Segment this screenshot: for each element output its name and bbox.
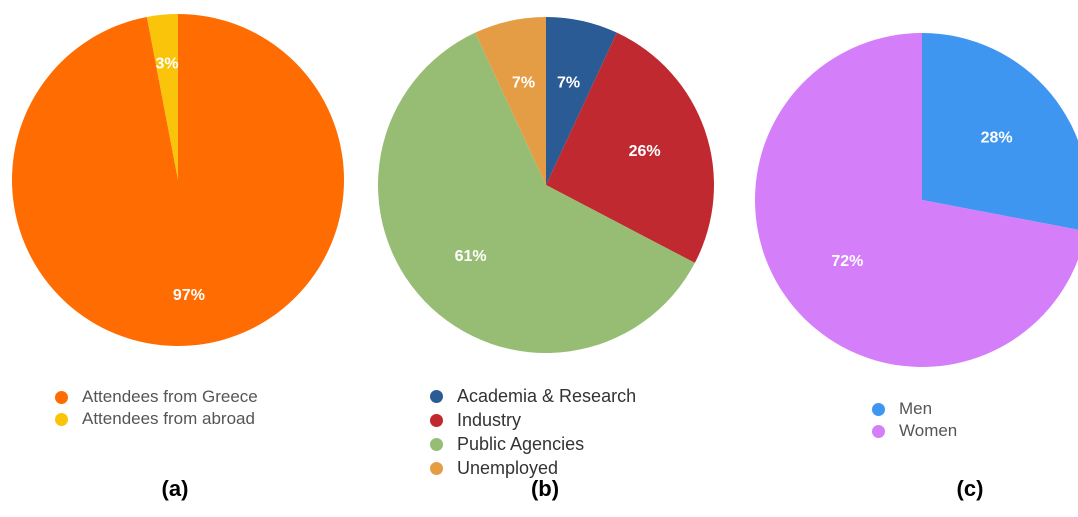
- slice-label-women: 72%: [831, 253, 863, 270]
- legend-label-greece: Attendees from Greece: [82, 387, 258, 406]
- legend-label-men: Men: [899, 399, 933, 418]
- legend-swatch-abroad: [55, 412, 68, 426]
- legend-item-unemployed: Unemployed: [430, 456, 636, 480]
- slice-label-attendees-from-greece: 97%: [173, 287, 205, 304]
- legend-swatch-academia: [430, 389, 443, 403]
- slice-label-academia-research: 7%: [557, 75, 580, 92]
- pie-slice-public-agencies: [378, 32, 695, 353]
- legend-item-greece: Attendees from Greece: [55, 386, 258, 408]
- legend-swatch-women: [872, 424, 885, 438]
- pie-chart-c: 28% 72%: [755, 33, 1078, 367]
- legend-c: Men Women: [872, 398, 957, 442]
- pie-slice-academia-research: [546, 17, 617, 185]
- legend-item-men: Men: [872, 398, 957, 420]
- legend-item-women: Women: [872, 420, 957, 442]
- pie-slice-women: [755, 33, 1078, 367]
- pie-chart-b: 7% 26% 61% 7%: [378, 17, 714, 353]
- legend-label-academia: Academia & Research: [457, 385, 637, 406]
- pie-slice-industry: [546, 32, 714, 263]
- legend-label-industry: Industry: [457, 409, 522, 430]
- legend-label-public-agencies: Public Agencies: [457, 433, 585, 454]
- legend-label-unemployed: Unemployed: [457, 457, 559, 478]
- pie-slice-attendees-from-greece: [12, 14, 344, 347]
- pie-slice-unemployed: [475, 17, 546, 185]
- slice-label-men: 28%: [981, 129, 1013, 146]
- legend-b: Academia & Research Industry Public Agen…: [430, 384, 636, 480]
- legend-label-abroad: Attendees from abroad: [82, 409, 255, 428]
- legend-swatch-industry: [430, 413, 443, 427]
- caption-a: (a): [161, 476, 189, 501]
- legend-item-industry: Industry: [430, 408, 636, 432]
- caption-c: (c): [956, 476, 984, 501]
- slice-label-attendees-from-abroad: 3%: [156, 56, 179, 73]
- pie-slice-attendees-from-abroad: [146, 14, 178, 180]
- legend-item-public-agencies: Public Agencies: [430, 432, 636, 456]
- pie-panel-a: 97% 3% Attendees from Greece Attendees fr…: [0, 0, 360, 517]
- pie-panel-b: 7% 26% 61% 7% Academia & Research Industry …: [360, 0, 720, 517]
- legend-swatch-greece: [55, 390, 68, 404]
- legend-a: Attendees from Greece Attendees from abr…: [55, 386, 258, 430]
- legend-swatch-men: [872, 402, 885, 416]
- pie-chart-a: 97% 3%: [12, 14, 344, 347]
- legend-item-academia: Academia & Research: [430, 384, 636, 408]
- caption-b: (b): [530, 476, 560, 501]
- legend-label-women: Women: [899, 421, 958, 440]
- legend-swatch-public-agencies: [430, 437, 443, 451]
- pie-panel-c: 28% 72% Men Women (c): [720, 0, 1078, 517]
- slice-label-unemployed: 7%: [512, 75, 535, 92]
- legend-item-abroad: Attendees from abroad: [55, 408, 258, 430]
- legend-swatch-unemployed: [430, 461, 443, 475]
- slice-label-industry: 26%: [629, 143, 661, 160]
- slice-label-public-agencies: 61%: [455, 248, 487, 265]
- pie-slice-men: [922, 33, 1078, 230]
